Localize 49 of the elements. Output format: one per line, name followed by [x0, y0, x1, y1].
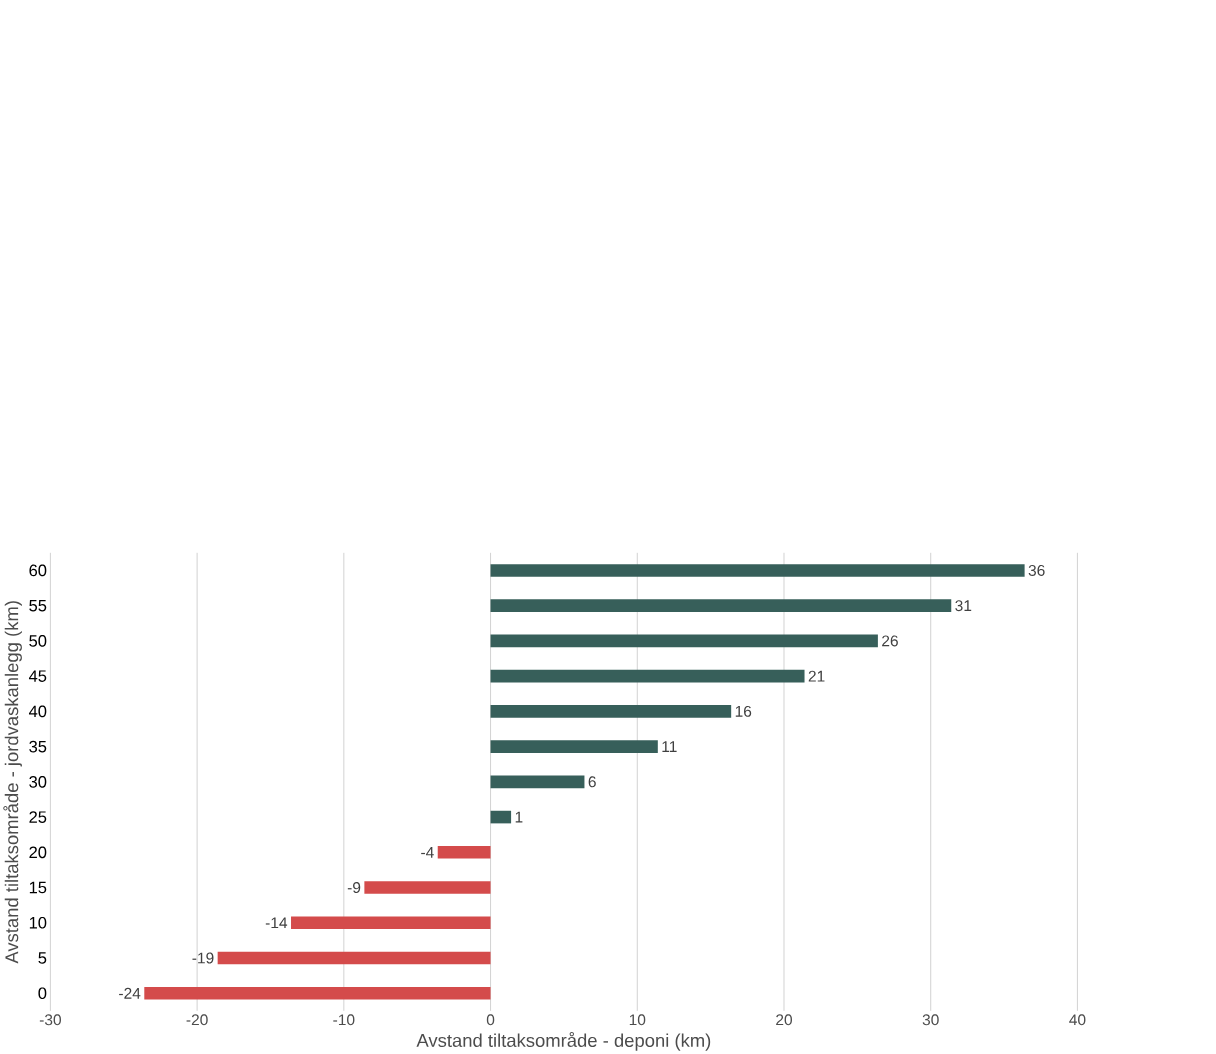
data-label: 1 [515, 811, 523, 823]
data-label: -24 [119, 987, 141, 999]
bar [490, 740, 658, 753]
bar [490, 775, 585, 789]
y-tick-label: 60 [29, 564, 47, 577]
y-tick-label: 35 [29, 740, 47, 753]
data-label: 16 [735, 705, 752, 717]
data-label: 6 [588, 776, 596, 788]
bar [364, 881, 491, 894]
data-label: 31 [955, 600, 972, 612]
bar [490, 705, 732, 718]
x-tick-label: 30 [922, 1014, 939, 1026]
y-axis-title: Avstand tiltaksområde - jordvaskanlegg (km) [3, 601, 22, 964]
bar [490, 564, 1025, 577]
bar [144, 986, 491, 1000]
data-label: 11 [662, 741, 677, 753]
y-tick-label: 25 [29, 811, 47, 823]
y-tick-label: 40 [28, 705, 47, 718]
x-axis-title: Avstand tiltaksområde - deponi (km) [416, 1032, 711, 1051]
y-tick-label: 55 [29, 599, 47, 612]
y-tick-label: 30 [29, 776, 47, 788]
x-tick-label: 0 [486, 1014, 495, 1026]
bar [217, 951, 491, 965]
data-label: 26 [882, 635, 898, 647]
bar [291, 916, 491, 930]
bar [490, 810, 512, 824]
y-tick-label: 15 [29, 881, 47, 894]
bar [490, 634, 878, 648]
x-tick-label: 20 [776, 1014, 793, 1026]
bar [490, 669, 805, 683]
data-label: 36 [1028, 565, 1045, 577]
y-tick-label: 10 [29, 916, 47, 929]
bar [490, 599, 952, 613]
x-tick-label: -10 [333, 1014, 355, 1026]
y-tick-label: 0 [38, 987, 47, 1000]
x-tick-label: -20 [186, 1014, 208, 1026]
y-tick-label: 20 [29, 846, 47, 859]
data-label: 21 [808, 670, 825, 682]
data-label: -4 [421, 847, 434, 858]
x-tick-label: 10 [629, 1014, 646, 1026]
y-tick-label: 45 [28, 670, 47, 682]
bar [437, 846, 491, 859]
x-tick-label: 40 [1069, 1014, 1086, 1026]
y-tick-label: 5 [38, 952, 47, 964]
y-tick-label: 50 [29, 635, 47, 647]
data-label: -9 [347, 882, 361, 894]
data-label: -19 [192, 952, 214, 964]
x-tick-label: -30 [39, 1014, 61, 1026]
data-label: -14 [265, 917, 288, 929]
